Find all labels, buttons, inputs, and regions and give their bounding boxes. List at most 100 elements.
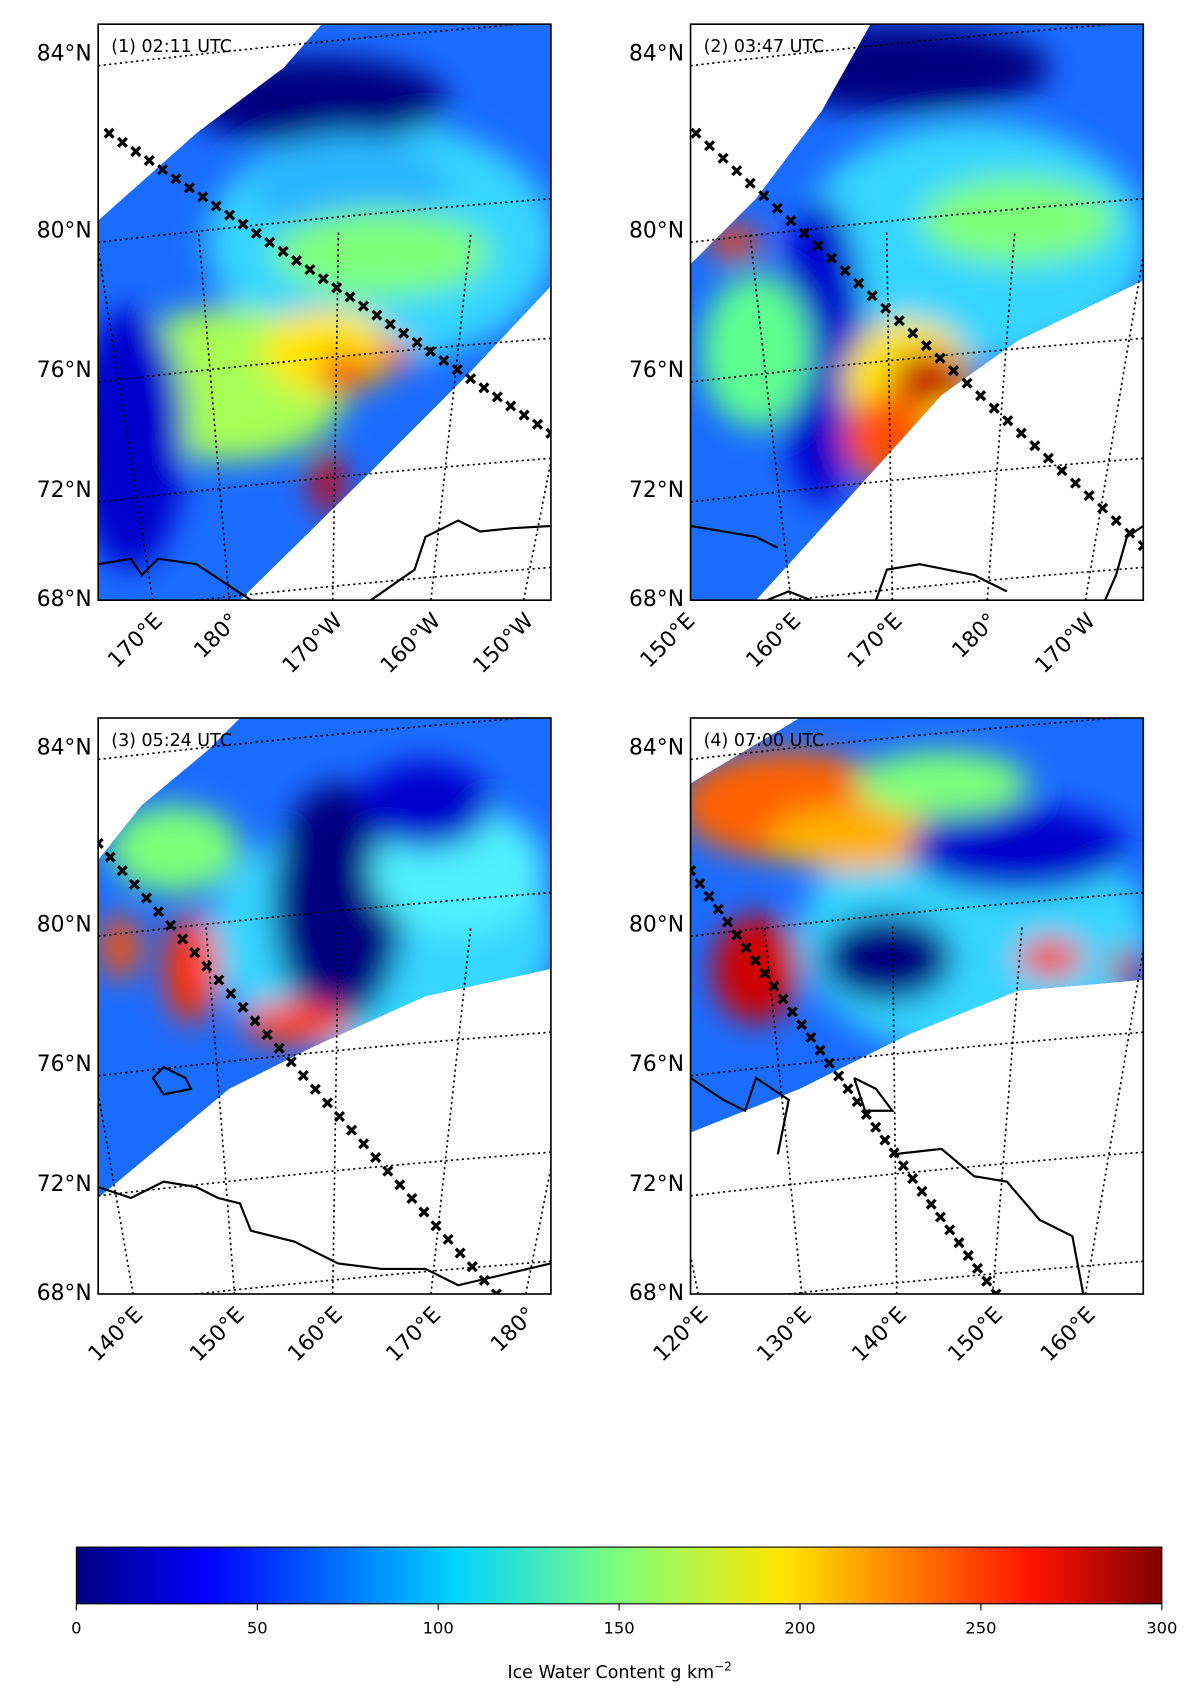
colorbar-gradient xyxy=(75,1546,1163,1605)
parallel xyxy=(690,24,1126,67)
track-marker xyxy=(771,202,783,214)
colorbar-tick-label: 50 xyxy=(247,1618,268,1637)
track-marker xyxy=(491,391,503,403)
colorbar-tick-label: 150 xyxy=(603,1618,634,1637)
track-marker xyxy=(777,993,789,1005)
track-marker xyxy=(961,377,973,389)
track-marker xyxy=(934,352,946,364)
track-marker xyxy=(478,382,490,394)
track-marker xyxy=(317,273,329,285)
colorbar-label-sup: −2 xyxy=(714,1659,732,1673)
coastline xyxy=(690,1076,1085,1294)
track-marker xyxy=(1110,515,1122,527)
lon-label: 160°W xyxy=(376,609,446,679)
lon-label: 140°E xyxy=(847,1302,912,1367)
meridian xyxy=(331,925,340,1294)
track-marker xyxy=(962,1249,974,1262)
track-marker xyxy=(331,282,343,294)
colorbar-label-text: Ice Water Content g km xyxy=(507,1663,714,1683)
meridian xyxy=(748,231,792,601)
lon-label: 180° xyxy=(486,1302,541,1357)
track-marker xyxy=(893,315,905,327)
track-marker xyxy=(170,173,182,185)
track-marker xyxy=(731,929,743,941)
track-marker xyxy=(826,252,838,264)
field-blob xyxy=(272,783,404,1024)
track-marker xyxy=(384,318,396,330)
track-marker xyxy=(321,1097,333,1109)
field-blob xyxy=(843,395,931,483)
track-marker xyxy=(130,145,142,157)
parallel xyxy=(690,197,1144,244)
track-marker xyxy=(839,265,851,277)
parallel xyxy=(690,1151,1144,1197)
meridian xyxy=(430,231,472,601)
track-marker xyxy=(717,152,729,164)
lat-label: 80°N xyxy=(37,218,92,243)
lat-label: 68°N xyxy=(37,1281,92,1306)
parallel xyxy=(188,566,551,601)
lon-label: 170°W xyxy=(278,609,348,679)
track-marker xyxy=(273,1042,285,1054)
track-marker xyxy=(418,1206,430,1218)
lat-label: 72°N xyxy=(629,1172,684,1197)
lon-label: 150°E xyxy=(185,1302,250,1367)
track-marker xyxy=(237,1001,249,1013)
panel-frame xyxy=(689,23,1145,601)
lon-label: 160°E xyxy=(742,609,807,674)
lon-label: 160°E xyxy=(283,1302,348,1367)
track-marker xyxy=(451,364,463,376)
field-blob xyxy=(1110,949,1144,989)
track-marker xyxy=(398,327,410,339)
parallel xyxy=(98,24,534,67)
track-marker xyxy=(975,390,987,402)
lat-label: 84°N xyxy=(37,736,92,761)
lat-label: 72°N xyxy=(37,478,92,503)
ice-field xyxy=(98,718,551,1198)
track-marker xyxy=(237,218,249,230)
coastline xyxy=(98,1065,551,1287)
track-marker xyxy=(860,1108,872,1120)
track-marker xyxy=(264,236,276,248)
map-area xyxy=(98,717,551,1294)
track-marker xyxy=(990,1288,1002,1294)
track-marker xyxy=(98,837,104,849)
track-marker xyxy=(888,1147,900,1159)
field-blob xyxy=(821,914,953,1002)
track-marker xyxy=(490,1288,502,1294)
field-blob xyxy=(701,275,811,428)
track-marker xyxy=(152,906,165,918)
lon-label: 170°W xyxy=(1031,609,1101,679)
meridian xyxy=(885,231,894,601)
track-marker xyxy=(370,1151,382,1163)
track-marker xyxy=(277,245,289,257)
track-marker xyxy=(722,916,734,928)
parallel xyxy=(98,1031,551,1077)
track-marker xyxy=(704,140,716,152)
coastline xyxy=(690,524,1144,601)
panel-label: (1) 02:11 UTC xyxy=(111,37,232,57)
colorbar-label: Ice Water Content g km−2 xyxy=(507,1659,731,1683)
lon-label: 140°E xyxy=(84,1302,149,1367)
lon-label: 150°E xyxy=(943,1302,1008,1367)
lat-label: 72°N xyxy=(37,1172,92,1197)
meridian xyxy=(98,243,154,601)
field-blob xyxy=(854,750,1029,817)
track-marker xyxy=(424,345,436,357)
lat-label: 84°N xyxy=(629,42,684,67)
lat-label: 76°N xyxy=(629,1052,684,1077)
track-marker xyxy=(744,177,756,189)
track-marker xyxy=(1015,427,1027,439)
lon-label: 160°E xyxy=(1036,1302,1101,1367)
track-marker xyxy=(531,418,544,430)
lon-label: 180° xyxy=(189,609,244,664)
track-marker xyxy=(465,373,477,385)
track-marker xyxy=(1097,502,1109,514)
track-marker xyxy=(920,340,932,352)
track-marker xyxy=(897,1160,909,1172)
track-marker xyxy=(454,1247,466,1259)
panel-frame xyxy=(689,717,1145,1295)
track-marker xyxy=(907,327,919,339)
track-marker xyxy=(694,878,706,890)
